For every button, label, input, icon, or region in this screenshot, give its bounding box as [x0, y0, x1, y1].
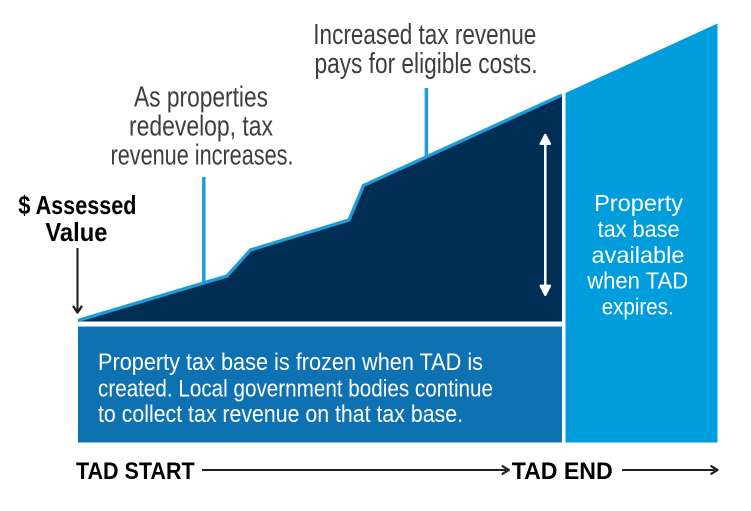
svg-text:available: available	[592, 242, 685, 268]
svg-text:when TAD: when TAD	[586, 268, 688, 294]
svg-text:created. Local government bodi: created. Local government bodies continu…	[98, 376, 493, 403]
svg-text:As properties: As properties	[134, 81, 268, 113]
svg-text:tax base: tax base	[598, 216, 680, 242]
svg-text:revenue increases.: revenue increases.	[111, 140, 294, 172]
svg-text:$ Assessed: $ Assessed	[18, 190, 136, 220]
svg-text:Value: Value	[45, 217, 107, 247]
svg-text:Increased tax revenue: Increased tax revenue	[313, 19, 536, 51]
svg-text:TAD START: TAD START	[76, 458, 195, 485]
svg-text:expires.: expires.	[602, 294, 674, 320]
svg-text:redevelop, tax: redevelop, tax	[129, 111, 273, 143]
svg-text:TAD END: TAD END	[512, 458, 613, 485]
svg-text:pays for eligible costs.: pays for eligible costs.	[315, 48, 538, 80]
svg-text:Property: Property	[594, 190, 683, 216]
svg-text:Property tax base is frozen wh: Property tax base is frozen when TAD is	[98, 349, 483, 376]
svg-text:to collect tax revenue on that: to collect tax revenue on that tax base.	[98, 401, 463, 428]
